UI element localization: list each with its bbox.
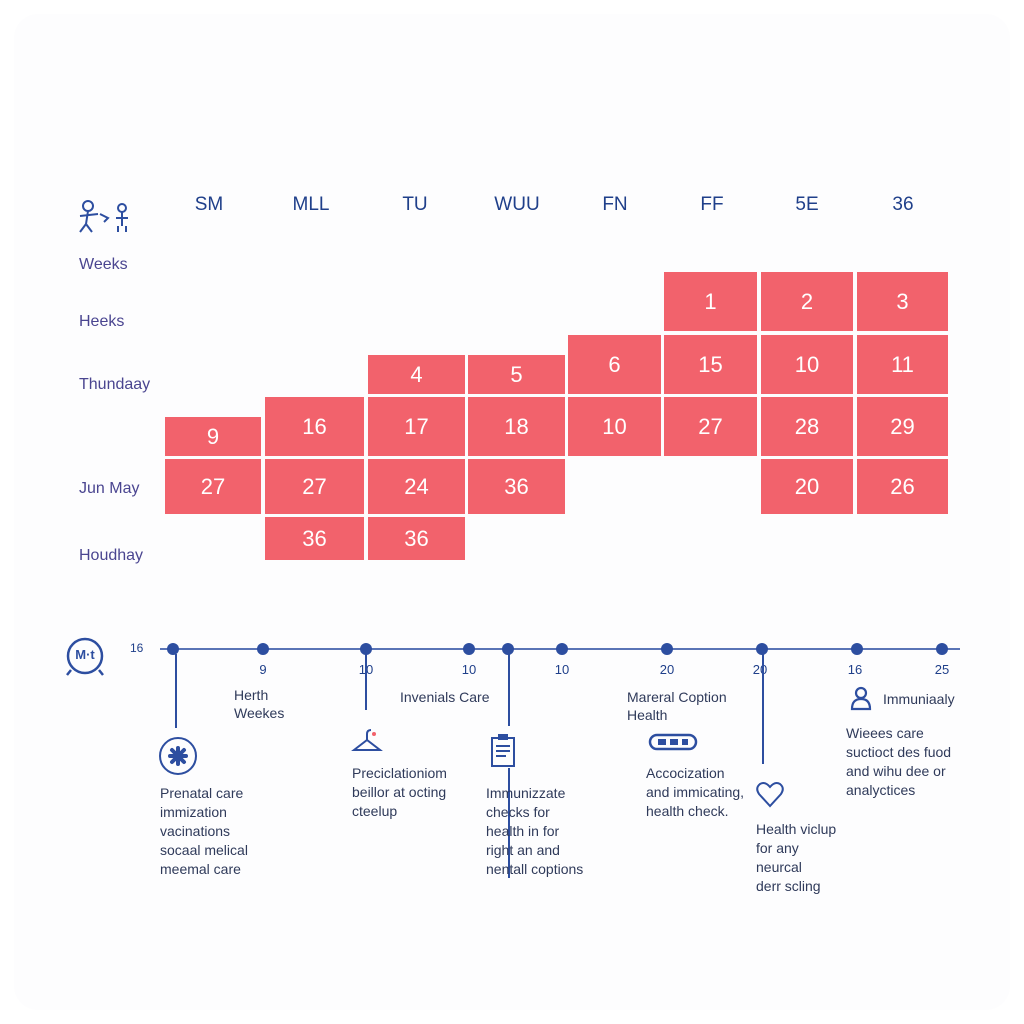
timeline-tick-label: 25	[934, 662, 950, 677]
day-header: SM	[194, 194, 224, 215]
calendar-cell[interactable]: 16	[265, 397, 364, 456]
calendar-cell[interactable]: 20	[761, 459, 853, 514]
timeline-label: Herth Weekes	[234, 687, 285, 721]
calendar-cell[interactable]: 6	[568, 335, 661, 394]
calendar-cell[interactable]: 27	[664, 397, 757, 456]
timeline-connector	[508, 768, 510, 878]
calendar-cell[interactable]: 1	[664, 272, 757, 331]
calendar-cell[interactable]: 10	[568, 397, 661, 456]
row-label: Weeks	[79, 256, 128, 273]
calendar-cell[interactable]: 10	[761, 335, 853, 394]
heart-icon	[755, 780, 785, 813]
clock-icon	[62, 633, 108, 684]
clock-icon-label: M·t	[75, 647, 95, 662]
day-header: MLL	[292, 194, 330, 215]
hanger-icon	[350, 726, 384, 761]
calendar-cell[interactable]: 27	[165, 459, 261, 514]
day-header: 36	[892, 194, 914, 215]
timeline-connector	[762, 654, 764, 764]
row-label: Heeks	[79, 313, 125, 330]
timeline-tick-label: 10	[554, 662, 570, 677]
family-icon	[76, 196, 136, 241]
timeline-tick-label: 9	[259, 662, 267, 677]
timeline-description: Wieees care suctioct des fuod and wihu d…	[846, 725, 952, 798]
timeline-connector	[508, 654, 510, 726]
timeline-dot[interactable]	[936, 643, 948, 655]
timeline-description: Accocization and immicating, health chec…	[646, 765, 745, 819]
timeline-tick-label: 16	[847, 662, 863, 677]
calendar-cell[interactable]: 36	[468, 459, 565, 514]
calendar-cell[interactable]: 2	[761, 272, 853, 331]
timeline-dot[interactable]	[167, 643, 179, 655]
timeline-dot[interactable]	[257, 643, 269, 655]
timeline-dot[interactable]	[463, 643, 475, 655]
calendar-cell[interactable]: 15	[664, 335, 757, 394]
timeline-dot[interactable]	[556, 643, 568, 655]
timeline-description: Immunizzate checks for health in for rig…	[486, 785, 584, 877]
medical-badge-icon	[158, 736, 198, 781]
timeline-tick-label: 20	[659, 662, 675, 677]
clipboard-icon	[488, 732, 520, 773]
calendar-cell[interactable]: 26	[857, 459, 948, 514]
timeline-dot[interactable]	[502, 643, 514, 655]
calendar-cell[interactable]: 11	[857, 335, 948, 394]
timeline-connector	[175, 654, 177, 728]
calendar-cell[interactable]: 36	[265, 517, 364, 560]
timeline-connector	[365, 654, 367, 710]
timeline-description: Preciclationiom beillor at octing cteelu…	[352, 765, 447, 819]
timeline-tick-label: 20	[752, 662, 768, 677]
day-header: FF	[700, 194, 724, 215]
device-icon	[648, 732, 698, 757]
calendar-cell[interactable]: 24	[368, 459, 465, 514]
row-label: Thundaay	[79, 376, 151, 393]
timeline-dot[interactable]	[360, 643, 372, 655]
timeline-dot[interactable]	[851, 643, 863, 655]
timeline-start-label: 16	[130, 641, 144, 655]
calendar-cell[interactable]: 5	[468, 355, 565, 394]
calendar-cell[interactable]: 29	[857, 397, 948, 456]
calendar-cell[interactable]: 27	[265, 459, 364, 514]
timeline-description: Prenatal care immization vacinations soc…	[160, 785, 248, 877]
calendar-cell[interactable]: 3	[857, 272, 948, 331]
day-header: TU	[402, 194, 428, 215]
calendar-cell[interactable]: 18	[468, 397, 565, 456]
timeline-label: Invenials Care	[400, 689, 490, 705]
timeline-dot[interactable]	[661, 643, 673, 655]
timeline-tick-label: 10	[461, 662, 477, 677]
day-header: FN	[602, 194, 628, 215]
timeline-label: Immuniaaly	[883, 691, 955, 707]
calendar-cell[interactable]: 36	[368, 517, 465, 560]
row-label: Houdhay	[79, 547, 144, 564]
row-label: Jun May	[79, 480, 140, 497]
timeline-dot[interactable]	[756, 643, 768, 655]
timeline-label: Mareral Coption Health	[627, 689, 727, 723]
timeline-description: Health viclup for any neurcal derr sclin…	[756, 821, 837, 894]
calendar-cell[interactable]: 17	[368, 397, 465, 456]
person-icon	[848, 685, 874, 716]
day-header: 5E	[795, 194, 819, 215]
calendar-cell[interactable]: 28	[761, 397, 853, 456]
calendar-cell[interactable]: 9	[165, 417, 261, 456]
calendar-cell[interactable]: 4	[368, 355, 465, 394]
day-header: WUU	[494, 194, 540, 215]
